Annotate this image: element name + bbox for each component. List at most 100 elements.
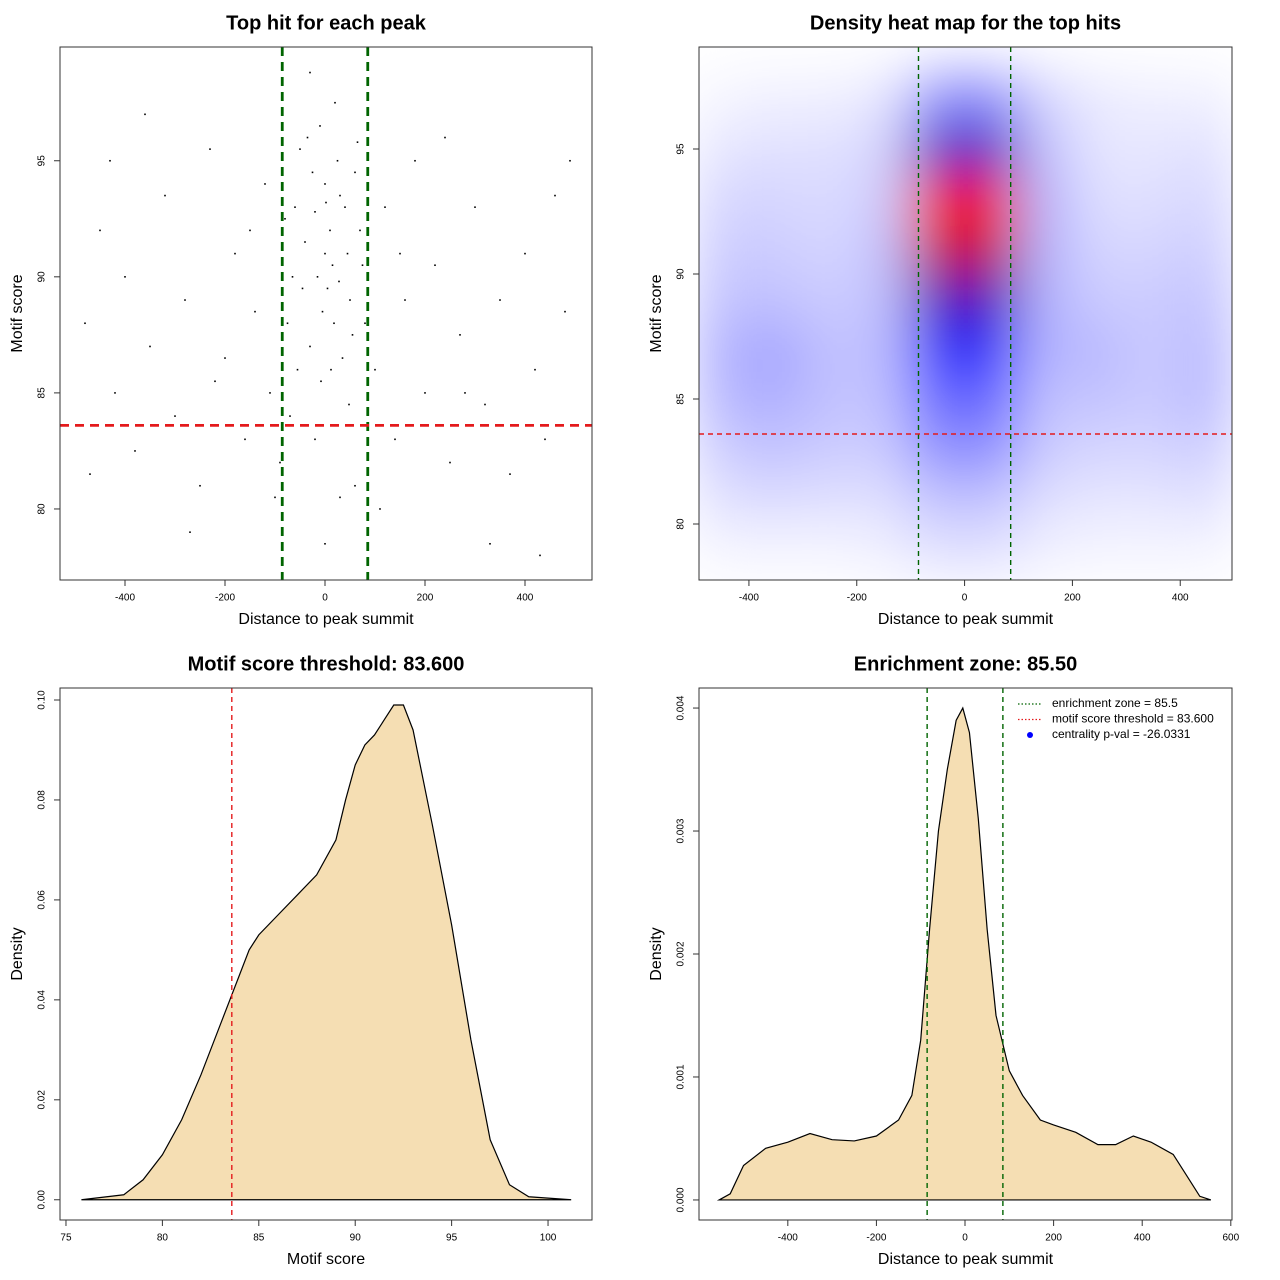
heat-cell xyxy=(802,74,858,125)
x-tick-label: 400 xyxy=(517,593,534,604)
y-tick-label: 0.06 xyxy=(37,890,48,910)
point xyxy=(379,508,381,510)
point xyxy=(464,392,466,394)
x-tick-label: 0 xyxy=(962,1233,968,1244)
point xyxy=(124,276,126,278)
y-tick-label: 90 xyxy=(37,271,48,283)
x-tick-label: 95 xyxy=(446,1233,458,1244)
heat-cell xyxy=(1180,324,1232,375)
chart-title: Motif score threshold: 83.600 xyxy=(188,653,465,675)
point xyxy=(324,183,326,185)
point xyxy=(289,415,291,417)
x-tick-label: -400 xyxy=(739,593,759,604)
point xyxy=(109,159,111,162)
heat-cell xyxy=(699,124,750,175)
heat-cell xyxy=(1018,324,1073,375)
heat-cell xyxy=(748,374,804,425)
x-tick-label: -200 xyxy=(847,593,867,604)
y-axis-label: Density xyxy=(648,927,665,980)
heat-cell xyxy=(802,324,858,375)
heat-cell xyxy=(802,524,858,575)
heat-cell xyxy=(1018,374,1073,425)
y-axis-label: Motif score xyxy=(9,274,26,352)
y-tick-label: 0.001 xyxy=(676,1064,687,1089)
point xyxy=(444,136,446,139)
x-tick-label: 200 xyxy=(1064,593,1081,604)
point xyxy=(301,287,304,290)
heat-cell xyxy=(910,374,966,425)
heat-cell xyxy=(1126,324,1181,375)
chart-title: Top hit for each peak xyxy=(226,12,427,34)
heat-cell xyxy=(748,474,804,525)
point xyxy=(244,438,246,441)
point xyxy=(539,554,541,557)
point xyxy=(364,322,366,325)
heat-cell xyxy=(1180,474,1232,525)
point xyxy=(544,438,546,441)
heatmap xyxy=(699,74,1232,575)
heat-cell xyxy=(699,324,750,375)
point xyxy=(354,484,356,487)
point xyxy=(284,217,286,220)
y-tick-label: 0.08 xyxy=(37,790,48,810)
x-axis-label: Motif score xyxy=(287,1251,365,1268)
y-tick-label: 0.000 xyxy=(676,1187,687,1212)
x-tick-label: 90 xyxy=(350,1233,362,1244)
point xyxy=(296,368,299,371)
heat-cell xyxy=(802,224,858,275)
y-tick-label: 0.00 xyxy=(37,1190,48,1210)
heat-cell xyxy=(910,224,966,275)
heat-cell xyxy=(1018,424,1073,475)
y-tick-label: 0.004 xyxy=(676,695,687,720)
heat-cell xyxy=(964,224,1019,275)
point xyxy=(134,450,136,452)
heat-cell xyxy=(964,324,1019,375)
heat-cell xyxy=(1180,74,1232,125)
heat-cell xyxy=(699,74,750,125)
heat-cell xyxy=(748,174,804,225)
heat-cell xyxy=(856,174,912,225)
heat-cell xyxy=(1126,74,1181,125)
heat-cell xyxy=(910,474,966,525)
plot-frame xyxy=(59,46,593,581)
y-tick-label: 0.04 xyxy=(37,990,48,1010)
heat-cell xyxy=(1018,74,1073,125)
heat-cell xyxy=(1072,74,1127,125)
point xyxy=(314,211,316,213)
heat-cell xyxy=(1180,224,1232,275)
heat-cell xyxy=(748,524,804,575)
point xyxy=(144,113,146,116)
point xyxy=(114,392,116,394)
point xyxy=(351,334,354,336)
point xyxy=(291,276,294,278)
point xyxy=(294,206,296,208)
heat-cell xyxy=(1072,174,1127,225)
point xyxy=(331,264,334,267)
heat-cell xyxy=(1180,174,1232,225)
heat-cell xyxy=(1126,274,1181,325)
point xyxy=(404,299,406,301)
heat-cell xyxy=(910,74,966,125)
heat-cell xyxy=(1126,224,1181,275)
heat-cell xyxy=(1072,374,1127,425)
point xyxy=(564,310,566,313)
y-axis-label: Density xyxy=(9,927,26,980)
point xyxy=(554,194,556,197)
heat-cell xyxy=(964,474,1019,525)
legend-label: motif score threshold = 83.600 xyxy=(1052,712,1214,726)
chart-title: Enrichment zone: 85.50 xyxy=(854,653,1077,675)
point xyxy=(264,183,266,185)
point xyxy=(424,392,426,394)
point xyxy=(354,171,356,174)
density-area xyxy=(81,704,572,1201)
x-tick-label: 200 xyxy=(417,593,434,604)
heat-cell xyxy=(856,224,912,275)
point xyxy=(319,125,321,127)
heat-cell xyxy=(1180,374,1232,425)
point xyxy=(189,531,191,533)
y-tick-label: 0.10 xyxy=(37,690,48,710)
point xyxy=(359,229,361,232)
heat-cell xyxy=(699,474,750,525)
plot-frame xyxy=(698,46,1233,581)
